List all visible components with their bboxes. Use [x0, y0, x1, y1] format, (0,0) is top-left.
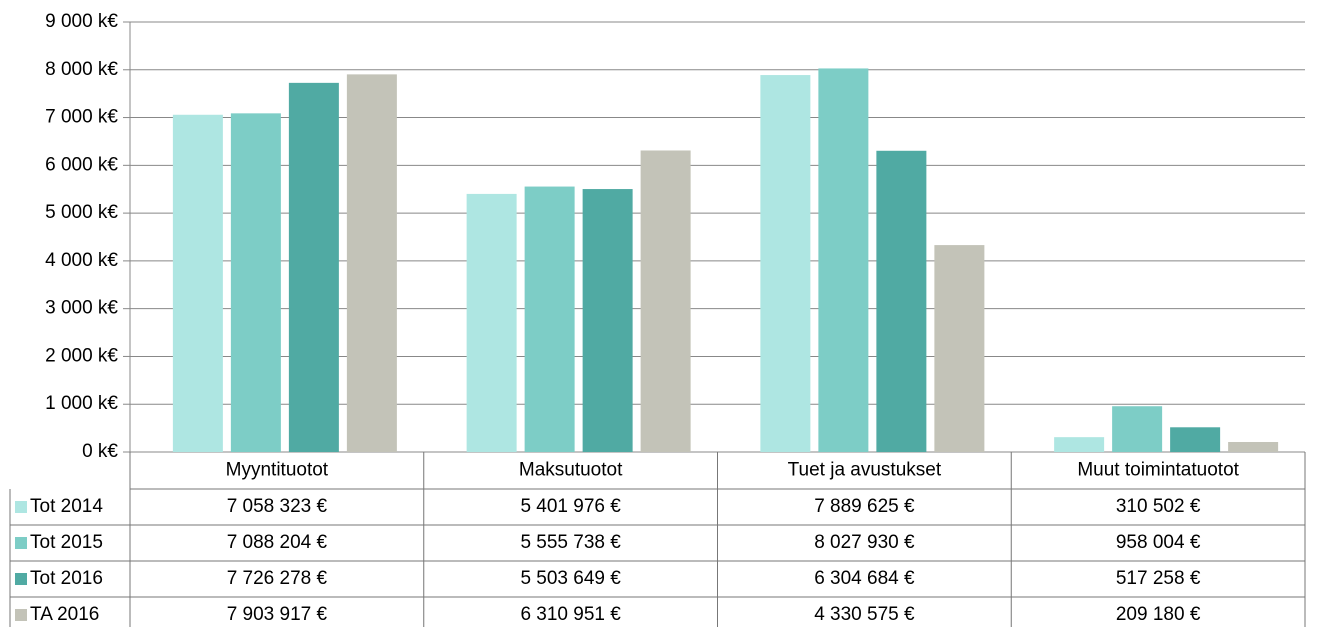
data-label: 517 258 € — [1116, 568, 1201, 589]
y-tick-label: 1 000 k€ — [45, 393, 118, 414]
legend-label: Tot 2014 — [30, 496, 103, 517]
data-label: 7 088 204 € — [227, 532, 328, 553]
bar — [876, 150, 927, 452]
data-label: 958 004 € — [1116, 532, 1201, 553]
data-label: 5 503 649 € — [520, 568, 621, 589]
legend-key — [15, 609, 27, 621]
y-tick-label: 7 000 k€ — [45, 107, 118, 128]
data-label: 5 555 738 € — [520, 532, 621, 553]
bar — [1170, 427, 1221, 452]
legend-key — [15, 573, 27, 585]
bar — [524, 186, 575, 452]
y-tick-label: 4 000 k€ — [45, 250, 118, 271]
bar — [582, 189, 633, 452]
y-tick-label: 5 000 k€ — [45, 202, 118, 223]
bar — [934, 245, 985, 452]
data-label: 7 726 278 € — [227, 568, 328, 589]
data-label: 5 401 976 € — [520, 496, 621, 517]
legend-key — [15, 537, 27, 549]
x-tick-label: Muut toimintatuotot — [1077, 460, 1239, 481]
legend-label: TA 2016 — [30, 604, 99, 625]
y-tick-label: 0 k€ — [82, 441, 118, 462]
data-label: 8 027 930 € — [814, 532, 915, 553]
bar — [230, 113, 281, 452]
legend-label: Tot 2015 — [30, 532, 103, 553]
y-tick-label: 3 000 k€ — [45, 298, 118, 319]
data-label: 6 310 951 € — [520, 604, 621, 625]
data-label: 209 180 € — [1116, 604, 1201, 625]
bar — [1228, 442, 1279, 452]
x-tick-label: Maksutuotot — [519, 460, 623, 481]
x-tick-label: Myyntituotot — [226, 460, 329, 481]
bar — [1112, 406, 1163, 452]
x-tick-label: Tuet ja avustukset — [788, 460, 942, 481]
bar — [640, 150, 691, 452]
legend-key — [15, 501, 27, 513]
bar — [466, 193, 517, 453]
bar — [1054, 437, 1105, 452]
data-label: 7 903 917 € — [227, 604, 328, 625]
y-tick-label: 9 000 k€ — [45, 11, 118, 32]
legend-label: Tot 2016 — [30, 568, 103, 589]
y-tick-label: 2 000 k€ — [45, 345, 118, 366]
data-label: 7 889 625 € — [814, 496, 915, 517]
data-label: 6 304 684 € — [814, 568, 915, 589]
bar — [172, 114, 223, 452]
bar — [346, 74, 397, 452]
bar — [288, 82, 339, 453]
data-label: 7 058 323 € — [227, 496, 328, 517]
bar — [760, 75, 811, 453]
data-label: 310 502 € — [1116, 496, 1201, 517]
y-tick-label: 6 000 k€ — [45, 154, 118, 175]
y-tick-label: 8 000 k€ — [45, 59, 118, 80]
bar — [818, 68, 869, 452]
data-label: 4 330 575 € — [814, 604, 915, 625]
